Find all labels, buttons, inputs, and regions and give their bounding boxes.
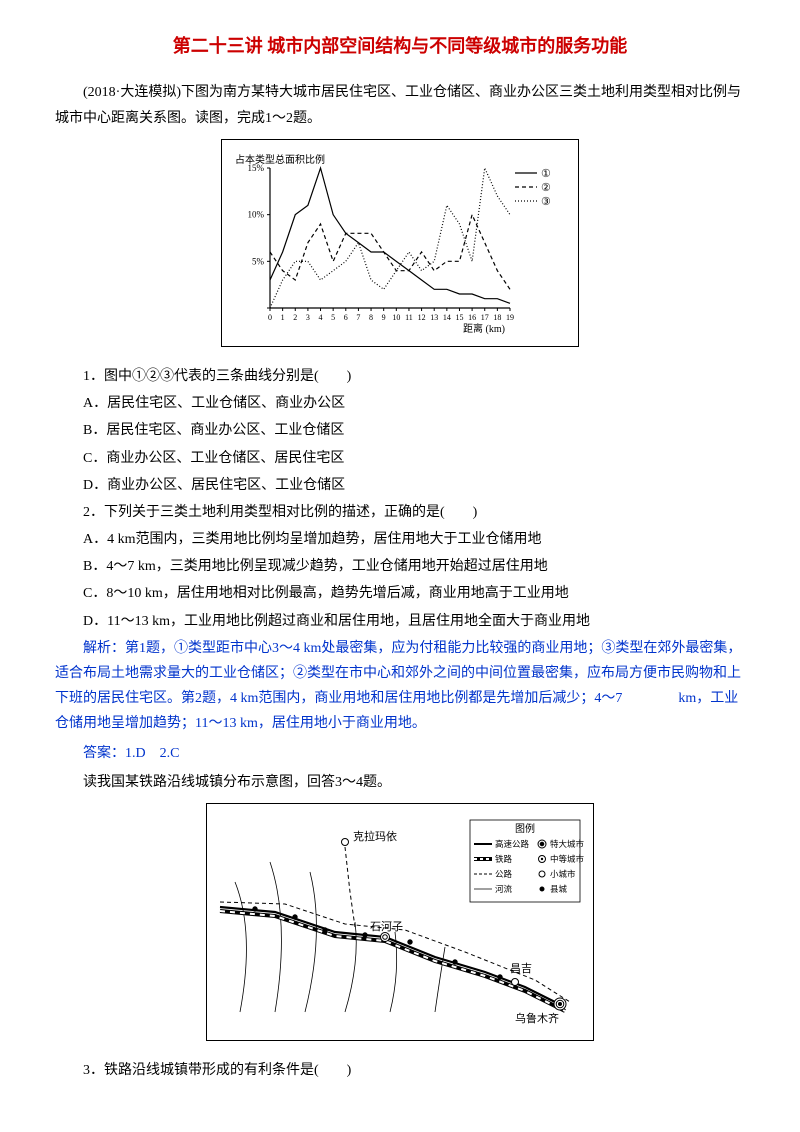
q1-opt-a: A．居民住宅区、工业仓储区、商业办公区: [55, 391, 745, 416]
svg-text:②: ②: [541, 182, 551, 194]
svg-text:公路: 公路: [495, 869, 513, 879]
svg-text:5%: 5%: [252, 256, 265, 266]
svg-text:2: 2: [293, 313, 297, 322]
svg-text:19: 19: [506, 313, 514, 322]
svg-text:小城市: 小城市: [550, 869, 576, 879]
svg-text:克拉玛依: 克拉玛依: [353, 829, 397, 843]
svg-text:16: 16: [468, 313, 476, 322]
svg-text:15: 15: [455, 313, 463, 322]
svg-text:①: ①: [541, 168, 551, 180]
q1-opt-b: B．居民住宅区、商业办公区、工业仓储区: [55, 418, 745, 443]
svg-text:18: 18: [493, 313, 501, 322]
q2-stem: 2．下列关于三类土地利用类型相对比例的描述，正确的是( ): [55, 500, 745, 525]
svg-text:③: ③: [541, 196, 551, 208]
intro-34: 读我国某铁路沿线城镇分布示意图，回答3～4题。: [55, 770, 745, 795]
q1-opt-d: D．商业办公区、居民住宅区、工业仓储区: [55, 473, 745, 498]
svg-text:铁路: 铁路: [495, 854, 513, 864]
land-use-chart: 占本类型总面积比例5%10%15%01234567891011121314151…: [230, 148, 570, 338]
svg-text:8: 8: [369, 313, 373, 322]
svg-text:0: 0: [268, 313, 272, 322]
svg-text:17: 17: [481, 313, 489, 322]
svg-text:河流: 河流: [495, 884, 513, 894]
svg-text:石河子: 石河子: [370, 920, 403, 933]
q2-opt-b: B．4～7 km，三类用地比例呈现减少趋势，工业仓储用地开始超过居住用地: [55, 554, 745, 579]
q1-stem: 1．图中①②③代表的三条曲线分别是( ): [55, 364, 745, 389]
answer-12: 答案：1.D 2.C: [55, 741, 745, 766]
svg-text:高速公路: 高速公路: [495, 839, 530, 849]
q2-opt-c: C．8～10 km，居住用地相对比例最高，趋势先增后减，商业用地高于工业用地: [55, 581, 745, 606]
svg-text:距离 (km): 距离 (km): [463, 322, 505, 335]
chart-figure: 占本类型总面积比例5%10%15%01234567891011121314151…: [55, 139, 745, 356]
svg-text:昌吉: 昌吉: [510, 962, 532, 975]
svg-text:10%: 10%: [248, 209, 265, 219]
q3-stem: 3．铁路沿线城镇带形成的有利条件是( ): [55, 1058, 745, 1083]
svg-text:5: 5: [331, 313, 335, 322]
analysis-12: 解析：第1题，①类型距市中心3～4 km处最密集，应为付租能力比较强的商业用地；…: [55, 636, 745, 737]
svg-text:14: 14: [443, 313, 451, 322]
q2-opt-a: A．4 km范围内，三类用地比例均呈增加趋势，居住用地大于工业仓储用地: [55, 527, 745, 552]
svg-text:4: 4: [319, 313, 323, 322]
svg-text:6: 6: [344, 313, 348, 322]
svg-text:13: 13: [430, 313, 438, 322]
svg-text:11: 11: [405, 313, 413, 322]
page-title: 第二十三讲 城市内部空间结构与不同等级城市的服务功能: [173, 36, 628, 56]
map-figure: 克拉玛依石河子昌吉乌鲁木齐 图例高速公路 特大城市铁路 中等城市公路 小城市河流 县城: [55, 803, 745, 1050]
svg-text:图例: 图例: [515, 822, 535, 835]
svg-text:9: 9: [382, 313, 386, 322]
svg-text:县城: 县城: [550, 884, 568, 894]
svg-text:3: 3: [306, 313, 310, 322]
railway-map: 克拉玛依石河子昌吉乌鲁木齐 图例高速公路 特大城市铁路 中等城市公路 小城市河流 县城: [215, 812, 585, 1032]
q1-opt-c: C．商业办公区、工业仓储区、居民住宅区: [55, 446, 745, 471]
svg-text:乌鲁木齐: 乌鲁木齐: [515, 1011, 559, 1025]
svg-text:12: 12: [418, 313, 426, 322]
intro-text: (2018·大连模拟)下图为南方某特大城市居民住宅区、工业仓储区、商业办公区三类…: [55, 80, 745, 130]
svg-text:15%: 15%: [248, 163, 265, 173]
svg-text:特大城市: 特大城市: [550, 839, 585, 849]
svg-text:中等城市: 中等城市: [550, 854, 585, 864]
svg-text:7: 7: [356, 313, 360, 322]
svg-text:10: 10: [392, 313, 400, 322]
q2-opt-d: D．11～13 km，工业用地比例超过商业和居住用地，且居住用地全面大于商业用地: [55, 609, 745, 634]
svg-text:1: 1: [281, 313, 285, 322]
